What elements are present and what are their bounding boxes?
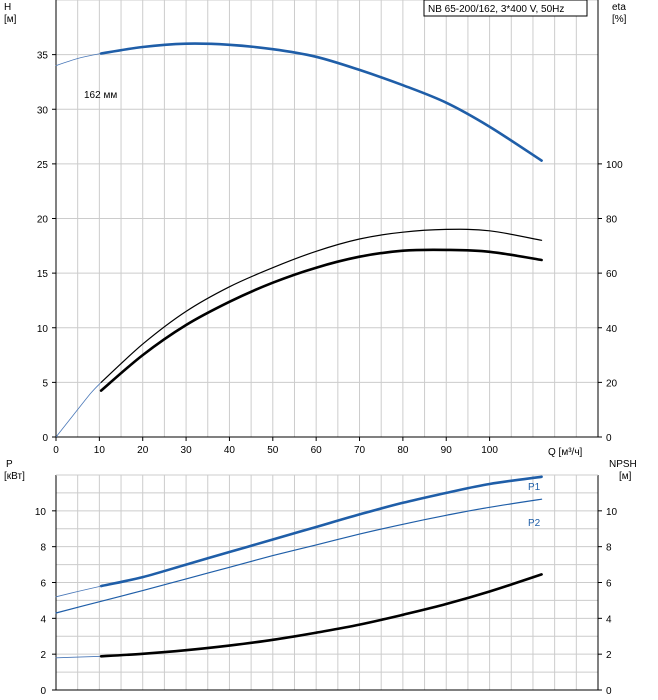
bottom-left-axis-title: P [6, 459, 13, 470]
x-tick-label: 30 [181, 445, 193, 456]
top-series-eta_thick [99, 248, 543, 392]
bottom-left-tick-label: 6 [40, 579, 46, 590]
x-axis-label: Q [м³/ч] [548, 447, 583, 458]
top-right-tick-label: 100 [606, 160, 623, 171]
curve-layer [55, 42, 543, 659]
top-left-tick-label: 15 [37, 269, 49, 280]
top-series-extrapolated [55, 53, 102, 66]
x-tick-label: 90 [441, 445, 453, 456]
bottom-right-axis-unit: [м] [619, 471, 632, 482]
x-tick-label: 20 [137, 445, 149, 456]
x-tick-label: 60 [311, 445, 323, 456]
x-tick-label: 70 [354, 445, 366, 456]
bottom-left-tick-label: 0 [40, 686, 46, 697]
bottom-series-npsh [99, 573, 543, 658]
top-left-axis-unit: [м] [4, 14, 17, 25]
top-right-tick-label: 20 [606, 378, 618, 389]
x-tick-label: 100 [481, 445, 498, 456]
top-right-tick-label: 0 [606, 433, 612, 444]
top-left-tick-label: 10 [37, 324, 49, 335]
bottom-right-tick-label: 8 [606, 543, 612, 554]
top-left-tick-label: 20 [37, 215, 49, 226]
top-left-tick-label: 35 [37, 51, 49, 62]
bottom-series-p1 [99, 475, 543, 588]
legend-box [423, 0, 588, 17]
bottom-right-tick-label: 2 [606, 650, 612, 661]
bottom-right-tick-label: 6 [606, 579, 612, 590]
top-right-tick-label: 60 [606, 269, 618, 280]
top-series-eta_thin [100, 228, 543, 383]
top-right-tick-label: 40 [606, 324, 618, 335]
tick-layer: 0 10 20 30 40 50 60 70 80 90 100051015202530350204… [35, 51, 623, 697]
x-tick-label: 80 [397, 445, 409, 456]
legend-text: NB 65-200/162, 3*400 V, 50Hz [428, 4, 564, 15]
bottom-right-tick-label: 10 [606, 507, 618, 518]
bottom-right-tick-label: 0 [606, 686, 612, 697]
x-tick-label: 40 [224, 445, 236, 456]
grid-layer [56, 0, 598, 690]
bottom-right-axis-title: NPSH [609, 459, 637, 470]
series-label-p2: P2 [528, 518, 541, 529]
frame-layer [55, 0, 599, 691]
top-left-tick-label: 25 [37, 160, 49, 171]
top-left-axis-title: H [4, 2, 11, 13]
bottom-left-tick-label: 8 [40, 543, 46, 554]
top-right-tick-label: 80 [606, 215, 618, 226]
top-left-tick-label: 30 [37, 105, 49, 116]
bottom-series-p2 [55, 498, 543, 614]
top-series-extrapolated [55, 382, 102, 438]
bottom-left-tick-label: 2 [40, 650, 46, 661]
top-left-tick-label: 5 [42, 378, 48, 389]
bottom-series-npsh_ext [55, 655, 102, 659]
x-tick-label: 0 [53, 445, 59, 456]
bottom-left-axis-unit: [кВт] [4, 471, 25, 482]
bottom-series-p1_ext [55, 585, 102, 598]
x-tick-label: 50 [267, 445, 279, 456]
bottom-left-tick-label: 10 [35, 507, 47, 518]
top-right-axis-unit: [%] [612, 14, 627, 25]
series-label-p1: P1 [528, 482, 541, 493]
top-right-axis-title: eta [612, 2, 626, 13]
top-left-tick-label: 0 [42, 433, 48, 444]
x-tick-label: 10 [94, 445, 106, 456]
impeller-annotation: 162 мм [84, 90, 117, 101]
top-series-head [99, 42, 543, 162]
bottom-right-tick-label: 4 [606, 614, 612, 625]
bottom-left-tick-label: 4 [40, 614, 46, 625]
